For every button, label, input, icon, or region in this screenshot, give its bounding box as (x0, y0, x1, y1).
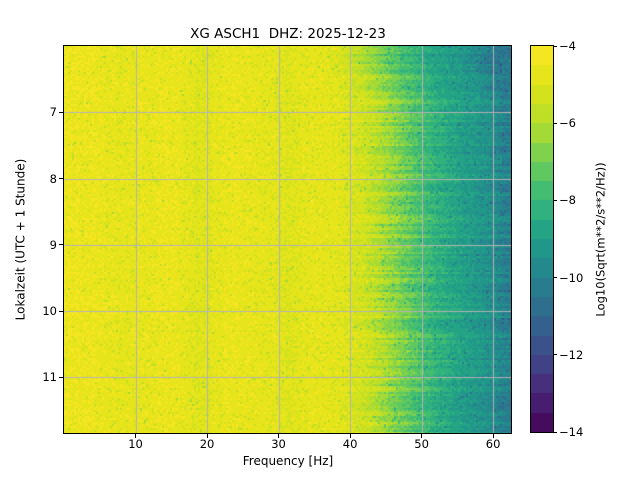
colorbar-canvas (531, 46, 553, 432)
x-tick-mark (206, 434, 208, 438)
colorbar-tick-label: −12 (559, 347, 584, 362)
x-tick-mark (421, 434, 423, 438)
colorbar-tick-label: −8 (559, 193, 576, 208)
colorbar-tick-label: −10 (559, 270, 584, 285)
x-tick-label: 50 (414, 437, 429, 451)
x-tick-label: 40 (342, 437, 358, 451)
y-tick-label: 11 (42, 370, 57, 385)
y-tick-mark (59, 244, 63, 246)
y-tick-mark (59, 376, 63, 378)
colorbar-tick-label: −4 (559, 39, 576, 53)
chart-title: XG ASCH1 DHZ: 2025-12-23 (190, 26, 386, 42)
colorbar-tick-mark (553, 277, 557, 279)
y-axis-label: Lokalzeit (UTC + 1 Stunde) (13, 158, 28, 321)
colorbar-tick-mark (553, 354, 557, 356)
colorbar-tick-mark (553, 122, 557, 124)
x-tick-mark (349, 434, 351, 438)
y-tick-mark (59, 111, 63, 113)
y-tick-label: 7 (49, 105, 57, 120)
y-tick-mark (59, 310, 63, 312)
colorbar-label: Log10(Sqrt(m**2/s**2/Hz)) (593, 162, 608, 317)
spectrogram-canvas (64, 46, 511, 433)
spectrogram-plot (63, 45, 512, 434)
y-tick-label: 8 (49, 171, 57, 186)
y-tick-label: 9 (49, 237, 57, 252)
x-tick-mark (135, 434, 137, 438)
colorbar-tick-label: −14 (559, 425, 584, 439)
x-tick-label: 10 (128, 437, 143, 451)
x-tick-label: 30 (271, 437, 286, 451)
x-tick-label: 20 (199, 437, 215, 451)
colorbar-tick-label: −6 (559, 116, 576, 131)
x-axis-label: Frequency [Hz] (242, 454, 334, 468)
y-tick-mark (59, 178, 63, 180)
y-tick-label: 10 (42, 304, 57, 319)
colorbar-tick-mark (553, 431, 557, 433)
x-tick-label: 60 (485, 437, 501, 451)
colorbar (530, 45, 554, 433)
colorbar-tick-mark (553, 199, 557, 201)
colorbar-tick-mark (553, 45, 557, 47)
x-tick-mark (492, 434, 494, 438)
x-tick-mark (278, 434, 280, 438)
